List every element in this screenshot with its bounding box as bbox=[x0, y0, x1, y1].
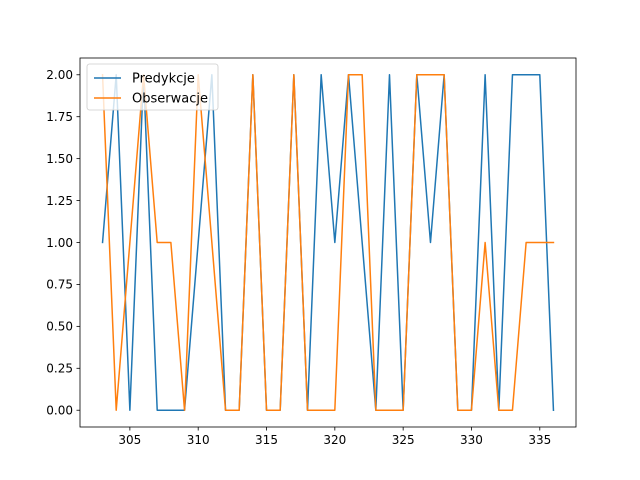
legend: Predykcje Obserwacje bbox=[86, 63, 219, 111]
y-tick-label: 1.00 bbox=[46, 236, 73, 250]
y-tick-label: 0.00 bbox=[46, 404, 73, 418]
x-tick-label: 305 bbox=[118, 433, 141, 447]
series-line-predykcje bbox=[101, 74, 555, 412]
y-tick-label: 0.25 bbox=[46, 362, 73, 376]
series-line-obserwacje bbox=[101, 73, 555, 411]
x-tick-label: 335 bbox=[528, 433, 551, 447]
y-tick-label: 1.75 bbox=[46, 110, 73, 124]
y-axis: 0.00 0.25 0.50 0.75 1.00 1.25 1.50 1.75 2.00 bbox=[46, 68, 80, 418]
x-tick-label: 330 bbox=[460, 433, 483, 447]
legend-label-predykcje: Predykcje bbox=[132, 72, 195, 87]
x-axis: 305 310 315 320 325 330 335 bbox=[118, 427, 551, 447]
y-tick-label: 1.25 bbox=[46, 194, 73, 208]
y-tick-label: 0.75 bbox=[46, 278, 73, 292]
y-tick-label: 0.50 bbox=[46, 320, 73, 334]
x-tick-label: 325 bbox=[392, 433, 415, 447]
y-tick-label: 2.00 bbox=[46, 68, 73, 82]
x-tick-label: 310 bbox=[187, 433, 210, 447]
legend-label-obserwacje: Obserwacje bbox=[132, 92, 208, 107]
y-tick-label: 1.50 bbox=[46, 152, 73, 166]
x-tick-label: 320 bbox=[323, 433, 346, 447]
series-layer bbox=[101, 73, 555, 412]
x-tick-label: 315 bbox=[255, 433, 278, 447]
